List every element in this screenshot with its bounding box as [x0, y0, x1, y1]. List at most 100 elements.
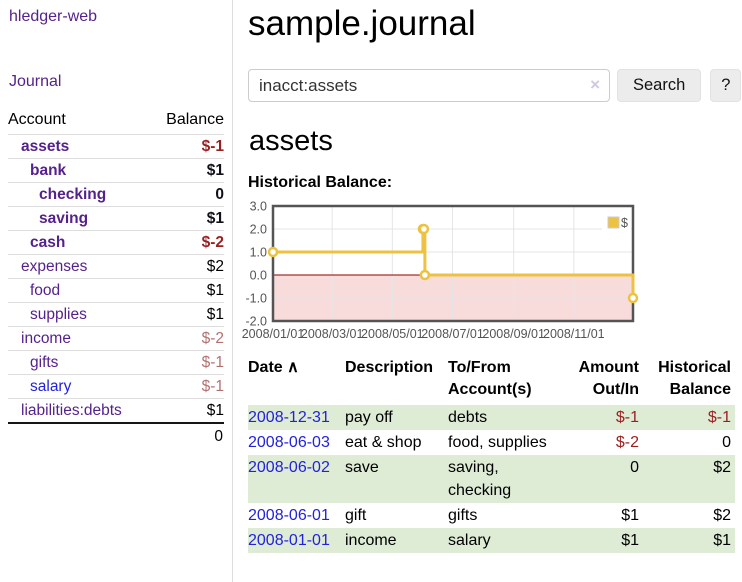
txn-amount: $-2: [615, 434, 639, 451]
txn-date-link[interactable]: 2008-12-31: [248, 409, 330, 426]
txn-date-link[interactable]: 2008-01-01: [248, 532, 330, 549]
txn-date-link[interactable]: 2008-06-01: [248, 507, 330, 524]
account-row: bank $1: [8, 158, 224, 183]
account-link[interactable]: expenses: [21, 258, 88, 275]
account-link[interactable]: income: [21, 330, 71, 347]
account-link[interactable]: cash: [30, 234, 66, 251]
x-tick-label: 2008/01/01: [242, 327, 305, 341]
account-row: supplies $1: [8, 302, 224, 327]
chart-label: Historical Balance:: [248, 174, 393, 191]
accounts-table: Account Balance assets $-1 bank $1 checking 0…: [8, 111, 224, 450]
search-box: ×: [248, 69, 610, 102]
x-tick-label: 2008/05/01: [361, 327, 424, 341]
txn-description: income: [345, 532, 397, 549]
table-row: 2008-06-03 eat & shop food, supplies $-2 0: [248, 430, 735, 455]
account-balance: $1: [116, 158, 224, 183]
txn-amount: 0: [630, 459, 639, 476]
txn-accounts: salary: [448, 532, 491, 549]
account-row: salary $-1: [8, 374, 224, 399]
search-row: × Search ?: [248, 69, 742, 102]
txn-amount: $1: [621, 532, 639, 549]
txn-header-description: Description: [345, 359, 434, 376]
account-link[interactable]: salary: [30, 378, 72, 395]
txn-balance: $1: [713, 532, 731, 549]
txn-amount: $1: [621, 507, 639, 524]
account-heading: assets: [249, 125, 333, 157]
account-balance: $1: [116, 398, 224, 423]
txn-balance: $-1: [707, 409, 731, 426]
account-row: income $-2: [8, 326, 224, 351]
search-input[interactable]: [248, 69, 610, 102]
txn-description: eat & shop: [345, 434, 422, 451]
accounts-header-balance: Balance: [166, 111, 224, 128]
account-balance: $1: [116, 302, 224, 327]
y-tick-label: -1.0: [245, 292, 267, 306]
account-balance: 0: [116, 182, 224, 207]
main-content: sample.journal × Search ? assets Histori…: [233, 0, 742, 582]
chart-svg: $3.0 2.0 1.0 0.0 -1.0 -2.02008/01/012008/03/0…: [242, 200, 639, 341]
txn-date-link[interactable]: 2008-06-02: [248, 459, 330, 476]
txn-balance: $2: [713, 459, 731, 476]
clear-search-icon[interactable]: ×: [590, 75, 600, 94]
data-point-marker: [267, 246, 279, 258]
app-title-link[interactable]: hledger-web: [9, 8, 98, 25]
legend-swatch: [607, 216, 620, 229]
txn-header-date[interactable]: Date ∧: [248, 357, 345, 405]
accounts-total-spacer: [8, 422, 116, 450]
accounts-total-value: 0: [116, 422, 224, 450]
transactions-table: Date ∧ Description To/From Account(s) Am…: [248, 357, 735, 553]
plot-border: [271, 204, 635, 323]
y-tick-label: -2.0: [245, 315, 267, 329]
account-link[interactable]: gifts: [30, 354, 59, 371]
table-row: 2008-06-01 gift gifts $1 $2: [248, 503, 735, 528]
data-point-marker: [419, 269, 431, 281]
accounts-total-row: 0: [8, 422, 224, 450]
x-tick-label: 2008/03/01: [301, 327, 364, 341]
y-tick-label: 3.0: [250, 200, 267, 214]
account-balance: $-1: [116, 134, 224, 159]
txn-balance: 0: [722, 434, 731, 451]
txn-header-amount: Amount Out/In: [578, 359, 639, 398]
txn-accounts: saving, checking: [448, 459, 512, 499]
account-row: expenses $2: [8, 254, 224, 279]
y-tick-label: 0.0: [250, 269, 267, 283]
txn-date-link[interactable]: 2008-06-03: [248, 434, 330, 451]
account-balance: $-2: [116, 326, 224, 351]
account-balance: $1: [116, 206, 224, 231]
txn-header-balance: Historical Balance: [658, 359, 731, 398]
account-link[interactable]: saving: [39, 210, 89, 227]
data-point-marker: [418, 223, 430, 235]
y-tick-label: 2.0: [250, 223, 267, 237]
help-button[interactable]: ?: [710, 69, 742, 102]
account-row: assets $-1: [8, 134, 224, 159]
accounts-header-row: Account Balance: [8, 111, 224, 135]
account-balance: $2: [116, 254, 224, 279]
table-row: 2008-01-01 income salary $1 $1: [248, 528, 735, 553]
account-balance: $-1: [116, 350, 224, 375]
x-tick-label: 2008/07/01: [421, 327, 484, 341]
txn-description: gift: [345, 507, 367, 524]
search-button[interactable]: Search: [617, 69, 702, 102]
txn-header-account: To/From Account(s): [448, 359, 532, 398]
legend-label: $: [621, 216, 628, 230]
account-balance: $1: [116, 278, 224, 303]
sort-ascending-icon: ∧: [287, 359, 299, 376]
account-link[interactable]: liabilities:debts: [21, 402, 122, 419]
account-row: gifts $-1: [8, 350, 224, 375]
account-row: saving $1: [8, 206, 224, 231]
sidebar: hledger-web Journal Account Balance asse…: [0, 0, 233, 582]
account-row: checking 0: [8, 182, 224, 207]
account-link[interactable]: bank: [30, 162, 67, 179]
txn-balance: $2: [713, 507, 731, 524]
txn-amount: $-1: [615, 409, 639, 426]
x-tick-label: 2008/09/01: [482, 327, 545, 341]
account-link[interactable]: supplies: [30, 306, 87, 323]
account-link[interactable]: assets: [21, 138, 70, 155]
txn-accounts: debts: [448, 409, 488, 426]
account-link[interactable]: checking: [39, 186, 107, 203]
account-link[interactable]: food: [30, 282, 61, 299]
table-row: 2008-12-31 pay off debts $-1 $-1: [248, 405, 735, 430]
transactions-header-row: Date ∧ Description To/From Account(s) Am…: [248, 357, 735, 405]
nav-journal-link[interactable]: Journal: [9, 73, 62, 90]
